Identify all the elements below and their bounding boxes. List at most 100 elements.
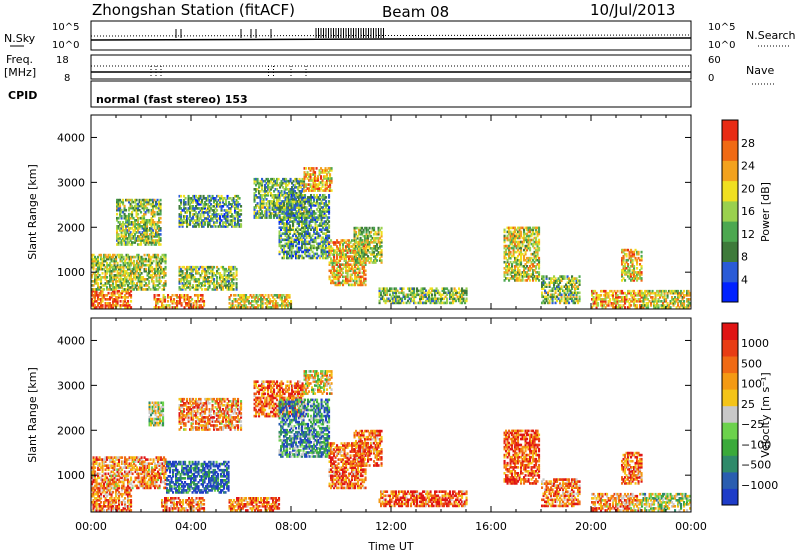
echo-cell — [393, 297, 396, 301]
echo-cell — [505, 250, 508, 254]
echo-cell — [129, 239, 132, 242]
echo-cell — [156, 212, 159, 216]
echo-cell — [146, 219, 149, 222]
echo-cell — [301, 204, 304, 207]
echo-cell — [597, 294, 600, 297]
echo-cell — [186, 225, 189, 228]
echo-cell — [298, 224, 301, 227]
echo-cell — [235, 267, 238, 271]
echo-cell — [571, 285, 574, 288]
echo-cell — [308, 167, 311, 170]
echo-cell — [285, 304, 288, 307]
echo-cell — [183, 221, 186, 224]
echo-cell — [526, 275, 529, 278]
echo-cell — [287, 294, 290, 297]
echo-cell — [284, 214, 287, 217]
echo-cell — [120, 210, 123, 214]
echo-cell — [376, 249, 379, 252]
echo-cell — [91, 304, 94, 307]
echo-cell — [321, 179, 324, 182]
echo-cell — [285, 296, 288, 299]
echo-cell — [137, 219, 140, 222]
echo-cell — [125, 229, 128, 232]
echo-cell — [226, 284, 229, 287]
echo-cell — [211, 272, 214, 275]
echo-cell — [201, 288, 204, 291]
echo-cell — [358, 251, 361, 254]
echo-cell — [104, 253, 107, 257]
echo-cell — [383, 287, 386, 290]
echo-cell — [97, 282, 100, 285]
echo-cell — [122, 202, 125, 206]
echo-cell — [253, 212, 256, 215]
echo-cell — [119, 198, 122, 202]
echo-cell — [146, 253, 149, 257]
echo-cell — [193, 207, 196, 210]
echo-cell — [119, 253, 122, 257]
echo-cell — [536, 232, 539, 236]
echo-cell — [94, 257, 97, 261]
echo-cell — [360, 281, 363, 285]
echo-cell — [126, 237, 129, 240]
echo-cell — [125, 225, 128, 228]
echo-cell — [511, 238, 514, 242]
echo-cell — [535, 267, 538, 270]
echo-cell — [592, 289, 595, 293]
echo-cell — [435, 297, 438, 301]
echo-cell — [329, 183, 332, 186]
echo-cell — [155, 231, 158, 234]
echo-cell — [422, 287, 425, 290]
echo-cell — [399, 297, 402, 301]
echo-cell — [263, 296, 266, 299]
echo-cell — [320, 202, 323, 205]
echo-cell — [131, 221, 134, 224]
echo-cell — [122, 227, 125, 230]
echo-cell — [109, 284, 112, 287]
echo-cell — [517, 240, 520, 244]
echo-cell — [373, 238, 376, 242]
echo-cell — [116, 286, 119, 289]
echo-cell — [330, 261, 333, 264]
echo-cell — [367, 257, 370, 260]
echo-cell — [211, 265, 214, 269]
echo-cell — [178, 267, 181, 271]
echo-cell — [158, 280, 161, 283]
echo-cell — [248, 302, 251, 305]
echo-cell — [296, 248, 299, 252]
echo-cell — [321, 181, 324, 184]
echo-cell — [444, 291, 447, 295]
echo-cell — [572, 279, 575, 282]
echo-cell — [362, 228, 365, 232]
echo-cell — [94, 282, 97, 285]
echo-cell — [326, 226, 329, 229]
echo-cell — [205, 199, 208, 202]
echo-cell — [349, 259, 352, 262]
echo-cell — [309, 183, 312, 186]
echo-cell — [334, 243, 337, 246]
echo-cell — [123, 212, 126, 216]
echo-cell — [515, 260, 518, 264]
echo-cell — [517, 230, 520, 234]
echo-cell — [302, 220, 305, 223]
echo-cell — [170, 296, 173, 299]
echo-cell — [208, 282, 211, 285]
echo-cell — [143, 231, 146, 234]
echo-cell — [314, 171, 317, 174]
echo-cell — [152, 231, 155, 234]
echo-cell — [535, 254, 538, 258]
echo-cell — [154, 255, 157, 259]
echo-cell — [261, 300, 264, 303]
echo-cell — [538, 279, 541, 282]
echo-cell — [223, 278, 226, 281]
echo-cell — [302, 226, 305, 229]
echo-cell — [304, 206, 307, 209]
echo-cell — [183, 215, 186, 218]
echo-cell — [265, 204, 268, 207]
echo-cell — [296, 238, 299, 242]
echo-cell — [370, 247, 373, 250]
echo-cell — [268, 188, 271, 191]
echo-cell — [303, 175, 306, 178]
echo-cell — [225, 267, 228, 271]
echo-cell — [339, 269, 342, 273]
echo-cell — [553, 275, 556, 278]
